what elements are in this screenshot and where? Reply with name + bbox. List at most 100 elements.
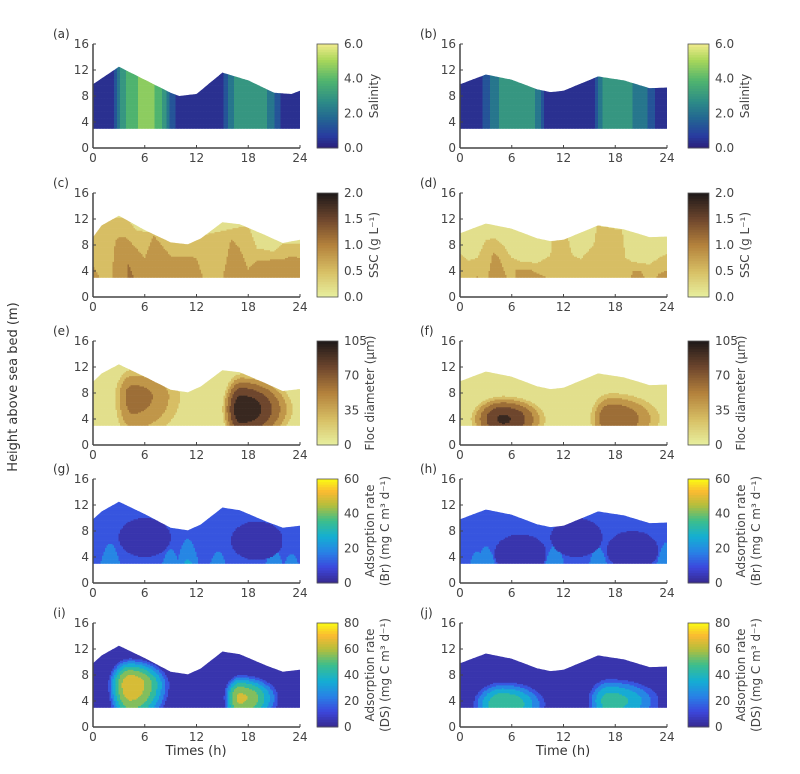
x-axis-label-left: Times (h) <box>164 744 226 759</box>
x-tick-label: 0 <box>456 151 464 165</box>
contour-field <box>460 44 667 129</box>
x-tick-label: 6 <box>141 151 149 165</box>
y-tick-label: 4 <box>448 694 456 708</box>
x-tick-label: 18 <box>608 448 623 462</box>
colorbar-tick-label: 0.0 <box>344 141 363 155</box>
panel-label: (h) <box>420 462 437 476</box>
x-tick-label: 12 <box>189 730 204 744</box>
panel-label: (e) <box>53 324 70 338</box>
x-tick-label: 6 <box>141 586 149 600</box>
y-tick-label: 8 <box>81 89 89 103</box>
x-tick-label: 24 <box>292 586 307 600</box>
colorbar-label: Salinity <box>367 74 381 118</box>
contour-field <box>460 341 667 426</box>
y-tick-label: 0 <box>81 141 89 155</box>
contour-field <box>93 44 300 129</box>
colorbar-tick-label: 4.0 <box>715 72 734 86</box>
colorbar-tick-label: 0.5 <box>344 264 363 278</box>
colorbar-tick-label: 40 <box>715 668 730 682</box>
colorbar-label: SSC (g L⁻¹) <box>738 212 752 278</box>
colorbar-label: (Br) (mg C m³ d⁻¹) <box>378 476 392 586</box>
x-tick-label: 18 <box>608 730 623 744</box>
x-tick-label: 18 <box>608 151 623 165</box>
y-tick-label: 16 <box>441 472 456 486</box>
colorbar-tick-label: 6.0 <box>344 37 363 51</box>
x-tick-label: 0 <box>89 448 97 462</box>
colorbar-label: Floc diameter (μm) <box>363 336 377 451</box>
colorbar-tick-label: 2.0 <box>344 106 363 120</box>
y-tick-label: 8 <box>81 386 89 400</box>
colorbar-tick-label: 4.0 <box>344 72 363 86</box>
x-tick-label: 24 <box>659 730 674 744</box>
y-tick-label: 12 <box>441 212 456 226</box>
y-tick-label: 0 <box>448 720 456 734</box>
colorbar: 0.0 2.0 4.0 6.0 Salinity <box>317 37 381 155</box>
y-tick-label: 12 <box>74 360 89 374</box>
y-tick-label: 16 <box>441 616 456 630</box>
colorbar-label: Floc diameter (μm) <box>734 336 748 451</box>
colorbar-tick-label: 0 <box>715 720 723 734</box>
contour-field <box>93 341 300 426</box>
x-tick-label: 12 <box>556 448 571 462</box>
y-tick-label: 4 <box>448 115 456 129</box>
x-tick-label: 6 <box>508 586 516 600</box>
x-tick-label: 18 <box>241 151 256 165</box>
x-tick-label: 6 <box>141 300 149 314</box>
panel-label: (f) <box>420 324 434 338</box>
colorbar-tick-label: 0 <box>715 438 723 452</box>
colorbar-tick-label: 2.0 <box>715 186 734 200</box>
colorbar-label: Adsorption rate <box>363 485 377 578</box>
x-tick-label: 24 <box>292 448 307 462</box>
y-tick-label: 0 <box>81 438 89 452</box>
x-tick-label: 18 <box>608 586 623 600</box>
colorbar-tick-label: 0 <box>344 576 352 590</box>
y-tick-label: 12 <box>74 642 89 656</box>
y-tick-label: 8 <box>81 668 89 682</box>
x-tick-label: 24 <box>659 300 674 314</box>
x-tick-label: 0 <box>89 151 97 165</box>
x-tick-label: 12 <box>556 586 571 600</box>
colorbar-tick-label: 70 <box>715 369 730 383</box>
contour-field <box>460 479 667 564</box>
y-tick-label: 8 <box>448 238 456 252</box>
x-tick-label: 24 <box>659 151 674 165</box>
colorbar-tick-label: 40 <box>344 507 359 521</box>
x-tick-label: 18 <box>241 448 256 462</box>
y-tick-label: 8 <box>448 89 456 103</box>
y-tick-label: 8 <box>81 238 89 252</box>
colorbar-tick-label: 0 <box>344 438 352 452</box>
x-tick-label: 12 <box>556 300 571 314</box>
y-tick-label: 16 <box>74 616 89 630</box>
x-tick-label: 6 <box>508 730 516 744</box>
x-tick-label: 18 <box>608 300 623 314</box>
y-tick-label: 4 <box>81 694 89 708</box>
x-tick-label: 12 <box>189 448 204 462</box>
x-tick-label: 0 <box>456 730 464 744</box>
x-tick-label: 12 <box>189 151 204 165</box>
y-tick-label: 0 <box>448 290 456 304</box>
y-tick-label: 8 <box>448 524 456 538</box>
x-tick-label: 12 <box>556 730 571 744</box>
y-tick-label: 12 <box>441 498 456 512</box>
y-tick-label: 12 <box>441 360 456 374</box>
x-tick-label: 24 <box>292 151 307 165</box>
colorbar-tick-label: 35 <box>715 403 730 417</box>
colorbar-label: SSC (g L⁻¹) <box>367 212 381 278</box>
panel-label: (c) <box>53 176 69 190</box>
y-tick-label: 12 <box>441 63 456 77</box>
colorbar-tick-label: 70 <box>344 369 359 383</box>
colorbar-tick-label: 20 <box>344 694 359 708</box>
colorbar-tick-label: 1.5 <box>344 212 363 226</box>
colorbar-label: Adsorption rate <box>734 485 748 578</box>
y-tick-label: 0 <box>448 576 456 590</box>
y-tick-label: 0 <box>81 720 89 734</box>
x-tick-label: 0 <box>456 448 464 462</box>
